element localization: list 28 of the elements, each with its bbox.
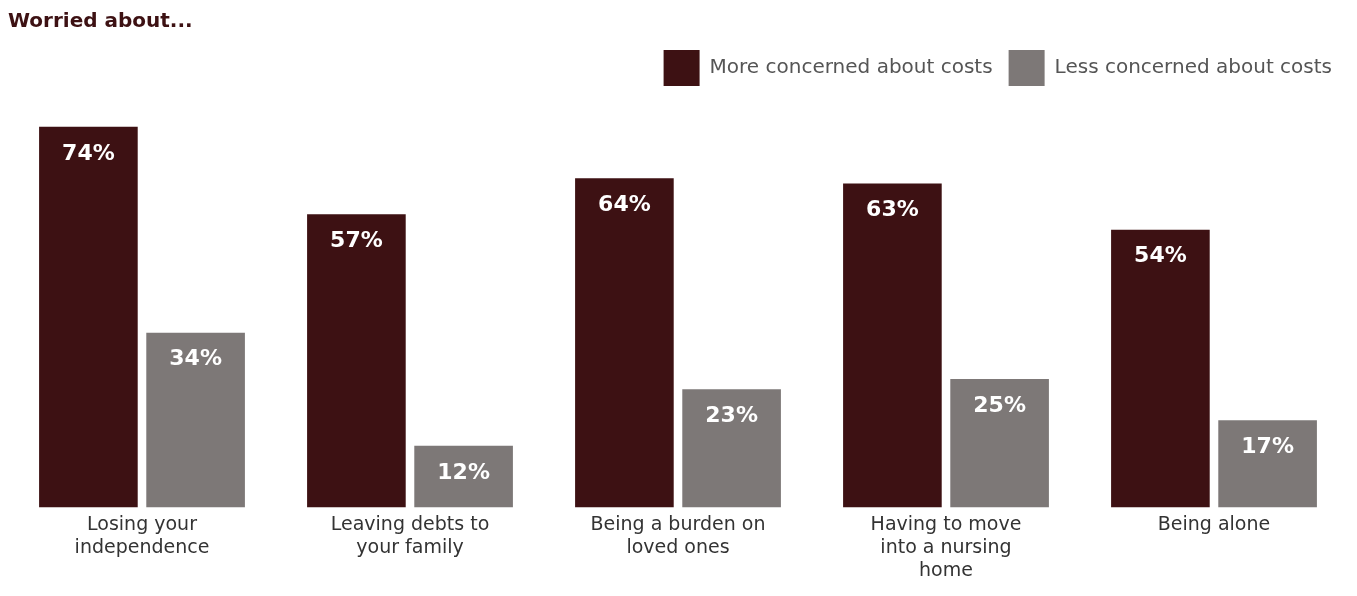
x-tick-label: Being a burden on loved ones [590, 511, 766, 557]
chart-title: Worried about... [8, 8, 193, 33]
legend-label: Less concerned about costs [1054, 54, 1333, 79]
x-tick-label: Losing your independence [74, 511, 210, 557]
legend-label: More concerned about costs [709, 54, 993, 79]
data-label: 57% [330, 227, 383, 253]
data-label: 63% [866, 196, 919, 222]
bar [682, 389, 781, 508]
bar [575, 178, 674, 508]
data-label: 74% [62, 139, 115, 165]
bar [39, 126, 138, 508]
bar [1218, 420, 1317, 508]
data-label: 64% [598, 191, 651, 217]
data-label: 54% [1134, 242, 1187, 268]
bar [1111, 229, 1210, 508]
x-tick-label: Being alone [1157, 511, 1271, 534]
bar [950, 378, 1049, 508]
bar [307, 214, 406, 508]
data-label: 12% [437, 458, 490, 484]
bar [414, 445, 513, 508]
data-label: 17% [1241, 432, 1294, 458]
bar [843, 183, 942, 508]
x-tick-label: Having to move into a nursing home [870, 511, 1022, 580]
x-tick-label: Leaving debts to your family [330, 511, 490, 557]
data-label: 23% [705, 401, 758, 427]
bar [146, 332, 245, 508]
data-label: 34% [169, 345, 222, 371]
data-label: 25% [973, 391, 1026, 417]
